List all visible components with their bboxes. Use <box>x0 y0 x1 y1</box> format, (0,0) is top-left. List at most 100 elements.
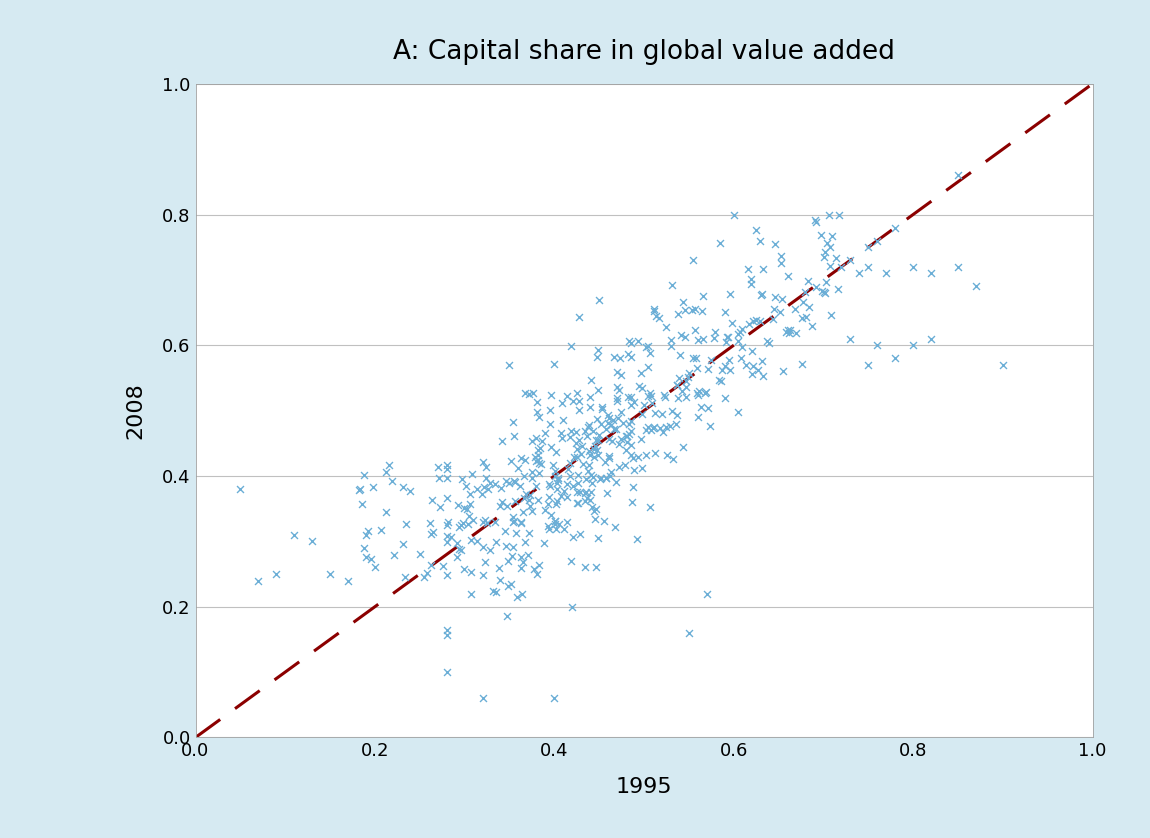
Point <box>570 394 589 407</box>
Point <box>540 417 559 431</box>
Point <box>793 296 812 309</box>
Point <box>780 327 798 340</box>
Point <box>815 285 834 298</box>
Point <box>462 467 481 480</box>
Point <box>504 541 522 554</box>
Point <box>661 339 680 353</box>
Point <box>773 292 791 306</box>
Point <box>507 527 526 541</box>
Point <box>505 474 523 488</box>
Point <box>497 475 515 489</box>
Point <box>523 504 542 517</box>
Point <box>461 487 480 500</box>
Point <box>576 486 595 499</box>
Point <box>645 304 664 318</box>
Point <box>728 327 746 340</box>
Point <box>437 471 455 484</box>
Point <box>377 505 396 519</box>
Point <box>564 600 582 613</box>
Point <box>572 447 590 461</box>
Point <box>785 303 804 316</box>
Point <box>411 547 429 561</box>
Point <box>723 317 742 330</box>
Point <box>356 551 375 564</box>
Point <box>877 266 896 280</box>
Point <box>608 380 627 394</box>
Point <box>573 439 591 453</box>
Point <box>516 386 535 400</box>
Point <box>584 424 603 437</box>
Point <box>622 448 641 462</box>
Point <box>499 476 518 489</box>
Y-axis label: 2008: 2008 <box>125 382 145 439</box>
Point <box>683 253 702 266</box>
Point <box>792 312 811 325</box>
Point <box>562 424 581 437</box>
Point <box>429 472 447 485</box>
Point <box>664 453 682 466</box>
Point <box>807 215 826 229</box>
Point <box>565 450 583 463</box>
Point <box>496 524 514 537</box>
Point <box>396 570 414 583</box>
Point <box>678 370 697 384</box>
Point <box>621 337 639 350</box>
Point <box>552 432 570 445</box>
Point <box>886 352 904 365</box>
Point <box>377 466 396 479</box>
Point <box>564 479 582 493</box>
Point <box>498 499 516 513</box>
Point <box>770 306 789 319</box>
Point <box>577 473 596 486</box>
Point <box>499 579 518 592</box>
Point <box>696 387 714 401</box>
Point <box>359 525 377 538</box>
Point <box>667 378 685 391</box>
Point <box>512 561 530 575</box>
Point <box>452 543 470 556</box>
Point <box>753 369 772 382</box>
Point <box>500 358 519 371</box>
Point <box>514 469 532 483</box>
Point <box>731 325 750 339</box>
Point <box>712 374 730 387</box>
Point <box>553 413 572 427</box>
Point <box>724 208 743 221</box>
Point <box>608 411 627 425</box>
Point <box>922 266 941 280</box>
Point <box>421 558 439 572</box>
Point <box>628 533 646 546</box>
Point <box>231 483 250 496</box>
Point <box>583 500 601 514</box>
Point <box>477 516 496 530</box>
Point <box>429 460 447 473</box>
Point <box>575 561 593 574</box>
Point <box>620 417 638 431</box>
Point <box>484 584 503 597</box>
Point <box>668 379 687 392</box>
Point <box>431 500 450 514</box>
Point <box>583 477 601 490</box>
Point <box>521 499 539 512</box>
Point <box>581 401 599 414</box>
Point <box>539 497 558 510</box>
Point <box>731 351 750 365</box>
Point <box>513 505 531 519</box>
Point <box>687 323 705 337</box>
Point <box>684 351 703 365</box>
Point <box>415 570 434 583</box>
Point <box>530 559 549 572</box>
Point <box>637 448 655 462</box>
Point <box>516 487 535 500</box>
Point <box>546 515 565 528</box>
Point <box>558 478 576 491</box>
Point <box>886 221 904 235</box>
Point <box>639 360 658 374</box>
Point <box>529 448 547 462</box>
Point <box>457 479 475 493</box>
Point <box>550 517 568 530</box>
Point <box>994 358 1012 371</box>
Point <box>591 473 610 486</box>
Point <box>703 354 721 367</box>
Point <box>552 489 570 502</box>
